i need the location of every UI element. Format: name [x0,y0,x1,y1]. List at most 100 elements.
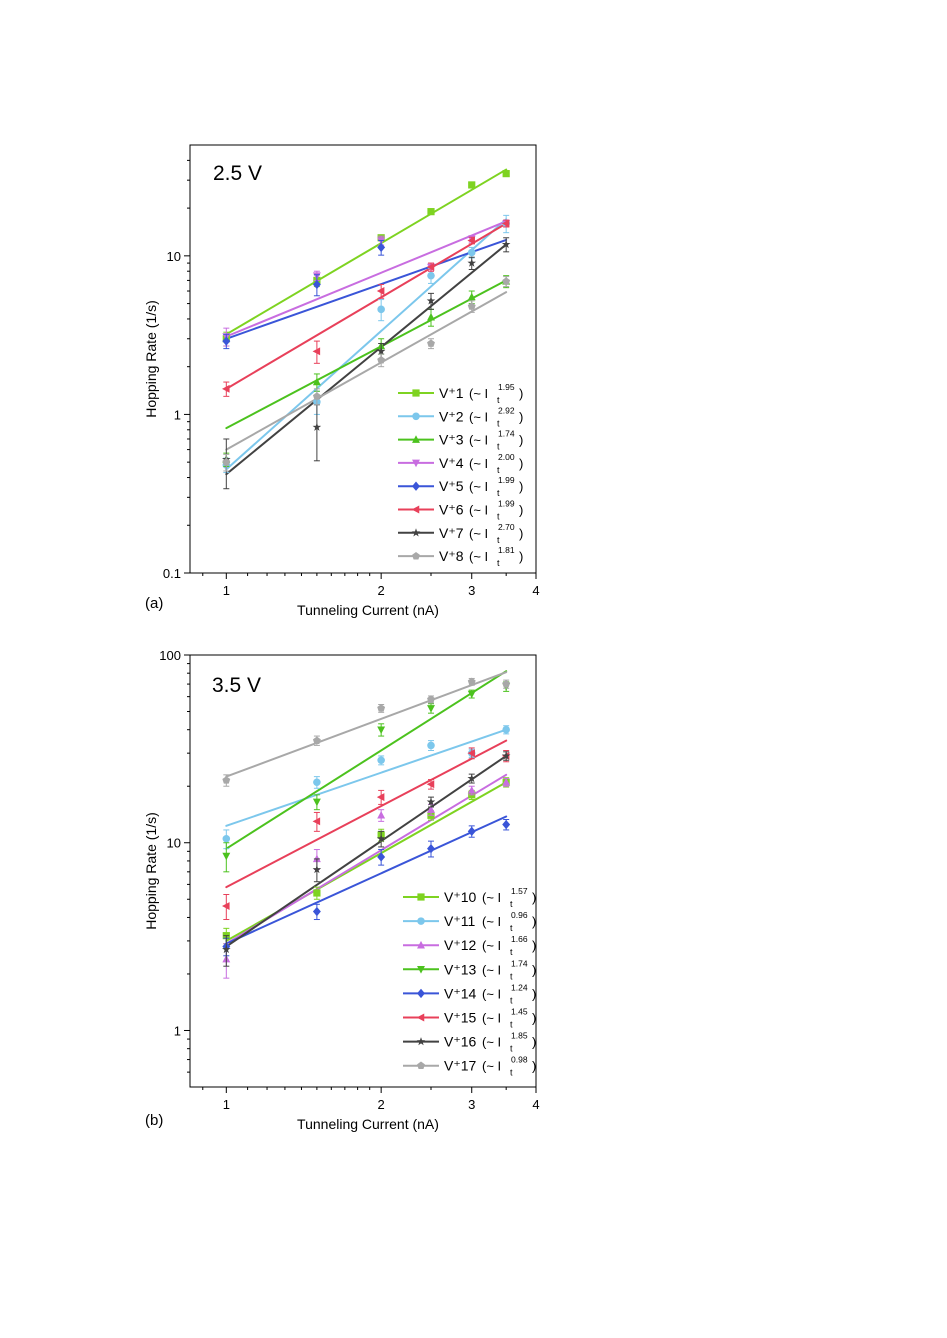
legend-power-law: (~ I [469,433,488,448]
legend-close-paren: ) [519,549,523,564]
legend-marker-square [412,389,420,397]
fit-line-7 [225,243,508,476]
data-point-square [313,889,321,897]
data-point-star [222,945,231,954]
legend-exponent: 2.00 [498,452,515,462]
legend-power-law: (~ I [469,479,488,494]
legend-power-law: (~ I [469,526,488,541]
data-point-star [467,773,477,783]
legend-series-name: V⁺14 [444,985,477,1001]
legend-subscript: t [510,995,513,1005]
data-point-triangle-left [426,780,435,789]
fit-line-7 [225,754,508,948]
legend-subscript: t [497,535,500,545]
data-point-circle [502,725,510,734]
legend-exponent: 2.92 [498,405,515,415]
legend-close-paren: ) [532,914,536,929]
fit-line-2 [225,728,508,827]
x-tick-label: 3 [468,583,475,598]
y-tick-label: 1 [174,407,181,422]
legend-series-name: V⁺6 [439,502,464,518]
legend-power-law: (~ I [482,938,501,953]
legend-marker-star [411,528,421,537]
data-point-circle [467,248,476,257]
x-tick-label: 4 [532,1097,539,1112]
data-point-pentagon [427,695,435,703]
legend-exponent: 1.81 [498,545,515,555]
data-point-triangle-down [312,798,321,807]
data-point-triangle-left [426,263,435,271]
legend-power-law: (~ I [482,986,501,1001]
data-point-triangle-left [467,749,475,758]
legend-subscript: t [510,923,513,933]
data-point-triangle-left [221,384,230,393]
data-point-circle [222,834,231,843]
legend-close-paren: ) [532,962,536,977]
legend-marker-pentagon [417,1061,425,1070]
legend-series-name: V⁺16 [444,1034,477,1050]
fit-line-1 [225,168,508,336]
legend-exponent: 2.70 [498,522,515,532]
legend-close-paren: ) [519,433,523,448]
legend-marker-circle [412,412,420,421]
legend-exponent: 1.45 [511,1007,528,1017]
legend-close-paren: ) [519,503,523,518]
legend-exponent: 1.57 [511,886,528,896]
data-point-circle [427,741,435,750]
x-axis-label: Tunneling Current (nA) [297,1116,439,1132]
legend-power-law: (~ I [482,890,501,905]
x-tick-label: 2 [378,1097,385,1112]
chart-panel-b: 1 2 3 4 1 10 100 Tunneling Current (nA) Hopping … [143,648,540,1132]
voltage-annotation: 3.5 V [212,674,261,697]
legend-power-law: (~ I [469,386,488,401]
data-point-triangle-left [376,793,385,802]
legend-series-name: V⁺17 [444,1058,477,1074]
legend-series-name: V⁺2 [439,408,464,424]
data-point-triangle-left [376,287,385,295]
x-axis-label: Tunneling Current (nA) [297,602,439,618]
data-point-star [376,346,386,355]
y-axis-label: Hopping Rate (1/s) [143,812,159,930]
data-point-pentagon [427,339,435,347]
legend-subscript: t [497,418,500,428]
data-point-diamond [377,852,386,862]
legend-subscript: t [497,558,500,568]
legend-exponent: 1.85 [511,1031,528,1041]
data-point-triangle-left [221,902,230,911]
legend-marker-circle [417,917,425,925]
legend-power-law: (~ I [469,409,488,424]
data-point-pentagon [312,736,321,744]
data-point-diamond [502,819,511,830]
fit-line-2 [225,218,508,471]
data-point-pentagon [502,277,511,285]
x-tick-label: 2 [378,583,385,598]
voltage-annotation: 2.5 V [213,162,262,185]
chart-panel-a: 1 2 3 4 0.1 1 10 Tunneling Current (nA) Hopping … [143,144,540,618]
legend-power-law: (~ I [482,1059,501,1074]
legend-series-name: V⁺1 [439,385,464,401]
legend-marker-triangle-left [411,505,420,514]
fit-line-6 [225,739,508,889]
legend-subscript: t [510,971,513,981]
data-point-triangle-up [312,377,321,386]
legend-marker-triangle-up [412,435,420,443]
legend-power-law: (~ I [482,1035,501,1050]
legend-exponent: 1.74 [511,958,528,968]
data-point-triangle-up [377,810,386,819]
legend-series-name: V⁺5 [439,478,464,494]
legend-power-law: (~ I [482,914,501,929]
fit-line-5 [225,238,508,340]
data-point-triangle-left [312,347,321,356]
fit-line-5 [225,815,508,945]
data-point-star [426,797,436,806]
data-point-triangle-down [377,726,386,735]
legend-close-paren: ) [532,1059,536,1074]
legend-marker-triangle-down [417,966,425,974]
legend-exponent: 1.99 [498,499,515,509]
data-point-triangle-up [467,786,476,794]
panel-label: (b) [145,1112,163,1129]
data-point-square [468,181,476,189]
